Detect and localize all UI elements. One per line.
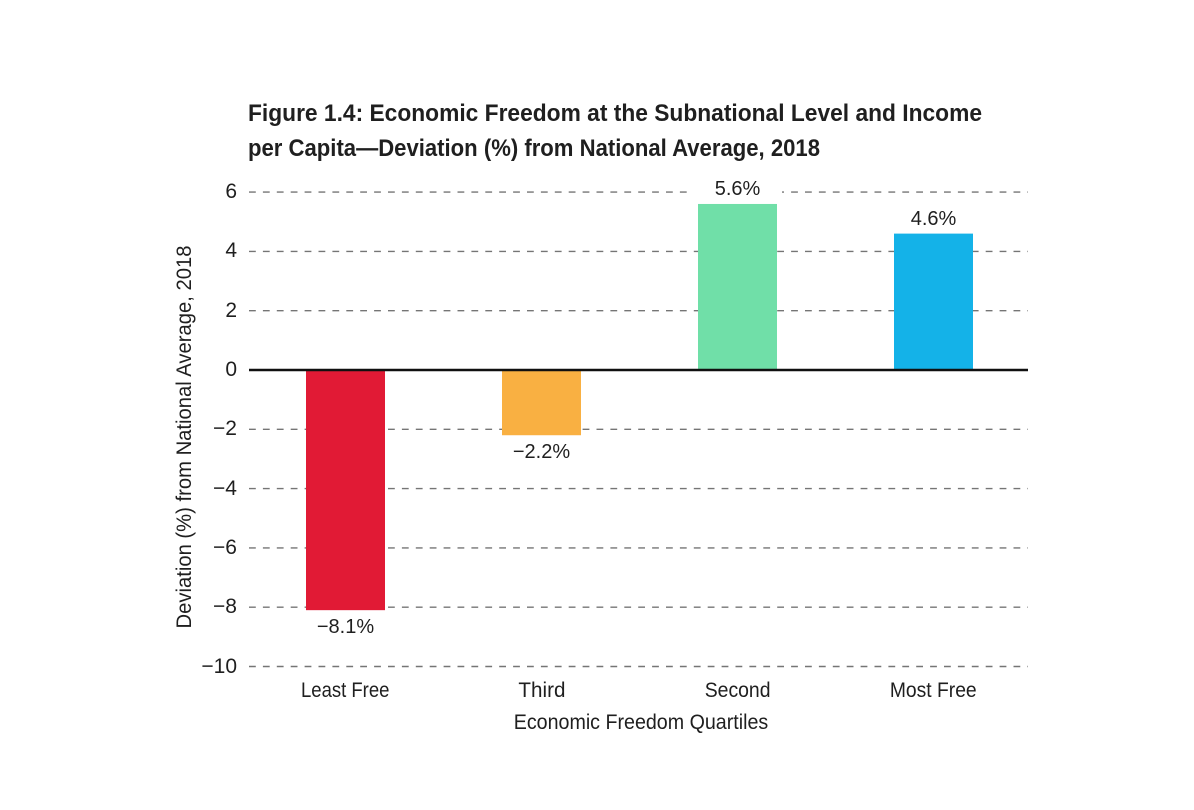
- x-category-label-third: Third: [517, 678, 565, 702]
- y-tick-label--2: −2: [213, 417, 237, 441]
- bar-value-label-least-free: −8.1%: [294, 615, 397, 640]
- chart-title-line1: Figure 1.4: Economic Freedom at the Subn…: [248, 100, 982, 127]
- bar-second: [698, 203, 777, 370]
- y-tick-label--10: −10: [201, 654, 237, 678]
- x-category-label-least-free: Least Free: [301, 678, 390, 702]
- bar-value-label-third: −2.2%: [490, 440, 593, 465]
- bar-value-label-second: 5.6%: [692, 177, 783, 202]
- y-tick-label-2: 2: [225, 298, 237, 322]
- y-tick-label-0: 0: [225, 358, 237, 381]
- x-category-label-most-free: Most Free: [890, 678, 977, 702]
- x-axis-title: Economic Freedom Quartiles: [513, 711, 768, 734]
- x-category-label-second: Second: [704, 678, 771, 702]
- y-tick-label--4: −4: [213, 476, 237, 500]
- chart-title-line2: per Capita—Deviation (%) from National A…: [248, 135, 820, 162]
- chart-title: Figure 1.4: Economic Freedom at the Subn…: [248, 96, 1021, 166]
- bar-most-free: [894, 233, 973, 370]
- y-tick-label--8: −8: [213, 595, 237, 619]
- bar-third: [502, 370, 581, 436]
- y-tick-label-6: 6: [225, 180, 237, 204]
- bar-least-free: [306, 370, 385, 611]
- bar-value-label-most-free: 4.6%: [888, 207, 979, 232]
- y-tick-label--6: −6: [213, 535, 237, 559]
- y-axis-title: Deviation (%) from National Average, 201…: [173, 245, 197, 629]
- y-tick-label-4: 4: [225, 239, 237, 263]
